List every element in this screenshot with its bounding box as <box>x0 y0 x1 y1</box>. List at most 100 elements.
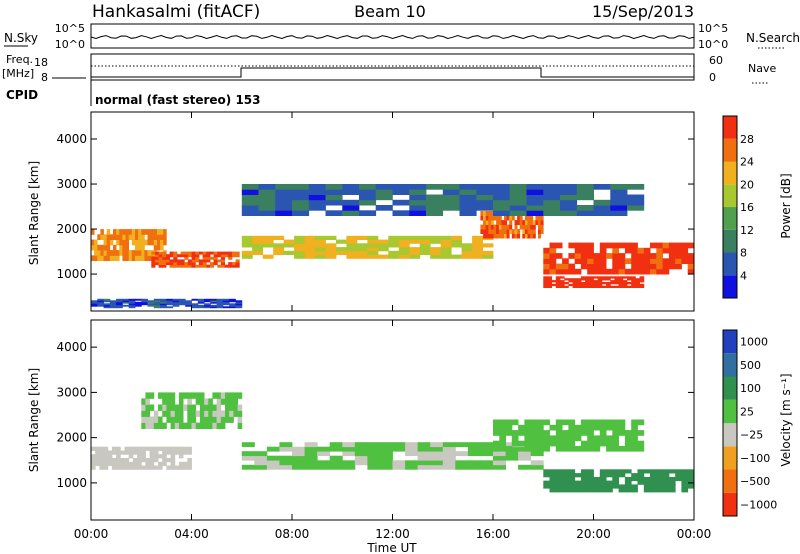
colorbar-tick-label: 24 <box>740 156 754 169</box>
heatmap-cell <box>675 258 682 264</box>
heatmap-cell <box>325 254 337 259</box>
heatmap-cell <box>122 255 126 261</box>
heatmap-cell <box>97 298 104 301</box>
heatmap-cell <box>618 419 626 426</box>
heatmap-cell <box>601 285 607 288</box>
heatmap-cell <box>91 244 95 251</box>
heatmap-cell <box>493 455 506 461</box>
nave-label: Nave <box>748 62 776 75</box>
heatmap-cell <box>174 410 180 417</box>
heatmap-cell <box>472 239 483 244</box>
heatmap-cell <box>198 259 203 263</box>
heatmap-cell <box>610 184 628 190</box>
heatmap-cell <box>612 473 619 478</box>
heatmap-cell <box>342 446 356 452</box>
heatmap-cell <box>229 304 236 307</box>
heatmap-cell <box>524 233 528 239</box>
date-label: 15/Sep/2013 <box>592 2 694 21</box>
nsky-tick-bottom: 10^0 <box>55 38 85 51</box>
heatmap-cell <box>555 484 563 489</box>
heatmap-cell <box>217 251 222 255</box>
heatmap-cell <box>587 247 594 254</box>
heatmap-cell <box>258 184 276 190</box>
heatmap-cell <box>166 450 171 455</box>
heatmap-cell <box>106 239 111 246</box>
y-tick-label: 3000 <box>56 385 87 399</box>
heatmap-cell <box>509 215 513 221</box>
heatmap-cell <box>106 244 111 251</box>
heatmap-cell <box>283 239 295 244</box>
heatmap-cell <box>656 247 663 254</box>
heatmap-cell <box>95 461 100 466</box>
heatmap-cell <box>135 304 142 307</box>
heatmap-cell <box>153 306 161 309</box>
heatmap-cell <box>228 251 233 255</box>
heatmap-cell <box>675 469 682 474</box>
heatmap-cell <box>612 469 619 474</box>
heatmap-cell <box>229 404 234 411</box>
heatmap-cell <box>359 189 377 195</box>
heatmap-cell <box>606 253 613 259</box>
heatmap-cell <box>122 298 130 301</box>
heatmap-cell <box>116 239 120 246</box>
heatmap-cell <box>135 250 139 256</box>
heatmap-cell <box>145 422 150 429</box>
heatmap-cell <box>580 285 586 288</box>
heatmap-cell <box>273 250 285 255</box>
heatmap-cell <box>505 451 519 457</box>
heatmap-cell <box>235 259 240 263</box>
heatmap-cell <box>216 416 222 423</box>
colorbar-tick-label: 28 <box>740 133 754 146</box>
heatmap-cell <box>459 184 477 190</box>
heatmap-cell <box>524 229 528 234</box>
heatmap-cell <box>574 253 582 259</box>
heatmap-cell <box>147 250 151 256</box>
heatmap-cell <box>199 410 205 417</box>
heatmap-cell <box>631 435 638 442</box>
heatmap-cell <box>220 262 225 266</box>
heatmap-cell <box>107 461 113 466</box>
heatmap-cell <box>137 454 142 459</box>
heatmap-cell <box>116 461 121 466</box>
heatmap-cell <box>235 300 243 303</box>
heatmap-cell <box>216 398 222 405</box>
heatmap-cell <box>208 404 213 411</box>
heatmap-cell <box>499 435 506 442</box>
heatmap-cell <box>597 285 603 288</box>
heatmap-cell <box>354 442 368 448</box>
heatmap-cell <box>574 247 582 254</box>
heatmap-cell <box>155 262 160 266</box>
heatmap-cell <box>187 458 192 463</box>
power-ylabel: Slant Range [km] <box>27 161 41 265</box>
heatmap-cell <box>199 398 205 405</box>
heatmap-cell <box>593 263 601 270</box>
heatmap-cell <box>325 235 337 240</box>
heatmap-cell <box>173 262 178 266</box>
heatmap-cell <box>128 234 133 240</box>
heatmap-cell <box>162 458 167 463</box>
heatmap-cell <box>113 255 117 261</box>
heatmap-cell <box>398 247 410 252</box>
heatmap-cell <box>128 301 136 304</box>
heatmap-cell <box>618 253 626 259</box>
heatmap-cell <box>511 215 515 221</box>
heatmap-cell <box>580 476 588 482</box>
heatmap-cell <box>178 301 186 304</box>
heatmap-cell <box>631 242 638 249</box>
heatmap-cell <box>442 199 460 206</box>
heatmap-cell <box>166 262 171 266</box>
heatmap-cell <box>549 440 557 447</box>
heatmap-cell <box>622 282 628 285</box>
heatmap-cell <box>618 469 626 474</box>
heatmap-cell <box>170 416 176 423</box>
heatmap-cell <box>560 199 578 206</box>
heatmap-cell <box>627 278 632 281</box>
heatmap-cell <box>580 276 586 279</box>
heatmap-cell <box>149 458 155 463</box>
heatmap-cell <box>637 430 645 436</box>
heatmap-cell <box>476 189 494 195</box>
heatmap-cell <box>235 306 243 309</box>
heatmap-cell <box>576 285 582 288</box>
heatmap-cell <box>279 460 293 466</box>
